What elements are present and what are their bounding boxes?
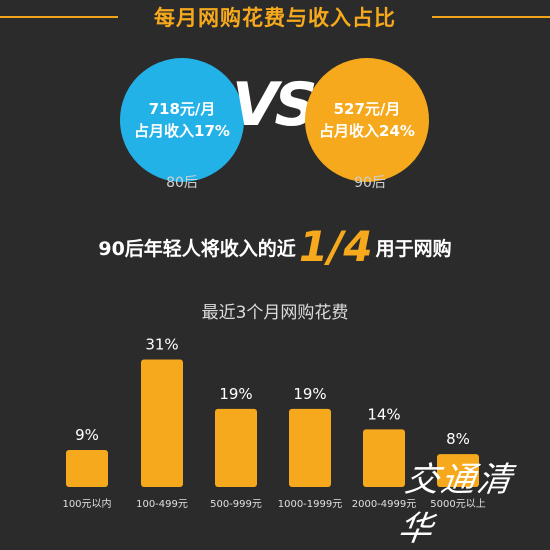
headline-fraction: 1/4 bbox=[298, 222, 373, 271]
bar-value-label-1: 31% bbox=[145, 335, 178, 353]
category-label-1: 100-499元 bbox=[136, 499, 188, 510]
circle-80s: 718元/月 占月收入17% bbox=[120, 58, 244, 182]
title-decor-right bbox=[432, 16, 550, 18]
category-label-0: 100元以内 bbox=[62, 497, 111, 510]
category-label-5: 5000元以上 bbox=[430, 498, 485, 510]
watermark-logo: 交通清华 bbox=[395, 460, 516, 549]
bar-1 bbox=[141, 359, 183, 487]
circle-90s: 527元/月 占月收入24% bbox=[305, 58, 429, 182]
bar-value-label-2: 19% bbox=[219, 385, 252, 403]
label-90s: 90后 bbox=[354, 175, 386, 191]
headline-before: 90后年轻人将收入的近 bbox=[98, 238, 296, 260]
category-label-4: 2000-4999元 bbox=[352, 499, 417, 510]
vs-label: VS bbox=[232, 70, 318, 140]
headline-after: 用于网购 bbox=[375, 238, 452, 260]
circle-90s-amount: 527元/月 bbox=[333, 100, 401, 118]
category-label-2: 500-999元 bbox=[210, 499, 262, 510]
bar-4 bbox=[363, 429, 405, 487]
bar-value-label-3: 19% bbox=[293, 385, 326, 403]
title-decor-left bbox=[0, 16, 118, 18]
headline: 90后年轻人将收入的近1/4 用于网购 bbox=[0, 222, 550, 271]
bar-value-label-0: 9% bbox=[75, 426, 99, 444]
circle-80s-amount: 718元/月 bbox=[148, 100, 216, 118]
circle-80s-share: 占月收入17% bbox=[134, 122, 230, 140]
spending-bar-chart: 9% 100元以内 31% 100-499元 19% 500-999元 19% 1000-19… bbox=[62, 335, 485, 510]
label-80s: 80后 bbox=[166, 175, 198, 191]
bar-5 bbox=[437, 454, 479, 487]
category-label-3: 1000-1999元 bbox=[278, 499, 343, 510]
bar-value-label-5: 8% bbox=[446, 430, 470, 448]
circle-90s-share: 占月收入24% bbox=[319, 122, 415, 140]
bar-3 bbox=[289, 408, 331, 487]
bar-0 bbox=[66, 449, 108, 487]
page-title: 每月网购花费与收入占比 bbox=[154, 6, 396, 30]
chart-title: 最近3个月网购花费 bbox=[201, 303, 349, 323]
bar-value-label-4: 14% bbox=[367, 405, 400, 423]
bar-2 bbox=[215, 408, 257, 487]
